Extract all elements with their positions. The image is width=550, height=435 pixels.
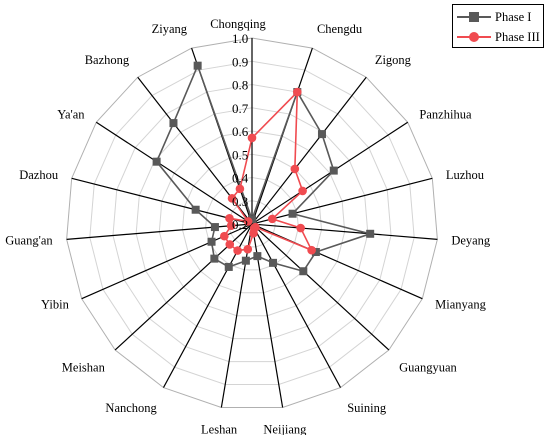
axis-spoke [66,223,253,240]
radial-tick-labels: 0.2 0.3 0.4 0.5 0.6 0.7 0.8 0.9 1.0 [232,31,249,232]
category-label: Meishan [62,360,106,374]
category-label: Zigong [375,53,412,67]
tick-label: 0.8 [232,78,248,93]
data-point [243,244,253,254]
axis-spoke [220,223,253,408]
tick-label: 0.5 [232,147,248,162]
category-label: Ziyang [152,22,188,36]
series-line [155,63,373,273]
category-label: Nanchong [105,401,157,415]
category-label: Chengdu [317,22,363,36]
data-point [317,130,326,139]
data-point [243,217,253,226]
legend-swatch-phase-1 [457,10,491,24]
data-point [299,267,308,276]
tick-label: 1.0 [232,31,248,46]
data-point [298,186,307,196]
data-point [220,231,229,241]
radar-spokes [66,38,438,408]
category-label: Dazhou [19,168,59,182]
grid-ring [112,83,392,363]
grid-ring [66,37,438,408]
axis-spoke [251,223,438,240]
tick-label: 0.2 [232,217,248,232]
tick-label: 0.6 [232,124,249,139]
grid-ring [181,153,323,294]
category-label: Deyang [451,234,491,248]
data-point [267,214,277,224]
legend-label-phase-3: Phase III [495,29,540,44]
category-label: Neijiang [263,422,307,435]
data-point [169,119,178,128]
radar-grid [66,37,438,408]
data-point [296,223,305,233]
grid-ring [158,130,346,317]
data-point [366,229,375,238]
category-label: Ya'an [57,108,85,122]
data-point [311,248,320,257]
axis-spoke [251,223,342,388]
category-label: Bazhong [85,53,130,67]
category-label: Chongqing [210,17,266,31]
tick-label: 0.7 [232,101,249,116]
data-point [191,205,200,214]
data-point [253,252,262,261]
tick-label: 0.9 [232,54,248,69]
data-point [207,237,216,246]
axis-spoke [251,223,423,300]
grid-ring [228,200,276,248]
data-point [226,221,236,231]
data-point [307,245,316,255]
data-point [225,213,234,223]
legend-item-phase-3: Phase III [457,28,540,46]
data-point [193,61,202,70]
legend-label-phase-1: Phase I [495,9,532,24]
category-label: Luzhou [446,168,485,182]
grid-ring [135,107,369,340]
category-label: Mianyang [435,297,486,311]
legend-item-phase-1: Phase I [457,8,531,26]
data-point [292,87,302,97]
axis-spoke [251,177,433,225]
data-point [233,246,242,255]
data-point [248,215,256,224]
category-label: Yibin [41,297,70,311]
tick-label: 0.3 [232,194,248,209]
data-point [225,240,235,249]
category-label: Guangyuan [399,360,457,374]
data-point [227,194,237,203]
data-point [210,223,219,232]
data-point [241,256,250,265]
axis-spoke [251,76,367,225]
category-label: Suining [347,401,387,415]
data-point [288,209,297,218]
category-label: Leshan [201,422,238,435]
legend-swatch-phase-3 [457,30,491,44]
data-point [224,262,233,271]
data-point [152,157,161,166]
data-point [249,228,258,238]
axis-spoke [71,177,253,225]
axis-spoke [251,223,390,351]
category-label: Panzhihua [419,108,472,122]
category-labels: Chongqing Chengdu Zigong Panzhihua Luzhou Dey… [5,17,491,435]
data-point [290,164,300,174]
data-point [329,166,338,175]
data-point [210,254,219,263]
series-1 [152,61,375,276]
tick-label: 0.4 [232,171,249,186]
data-point [247,133,257,143]
radar-series [152,61,375,276]
category-label: Guang'an [5,234,53,248]
data-point [269,258,278,267]
legend: Phase I Phase III [452,4,544,48]
grid-ring [89,60,415,386]
series-2 [220,87,316,255]
axis-spoke [95,121,253,225]
data-point [235,184,245,194]
